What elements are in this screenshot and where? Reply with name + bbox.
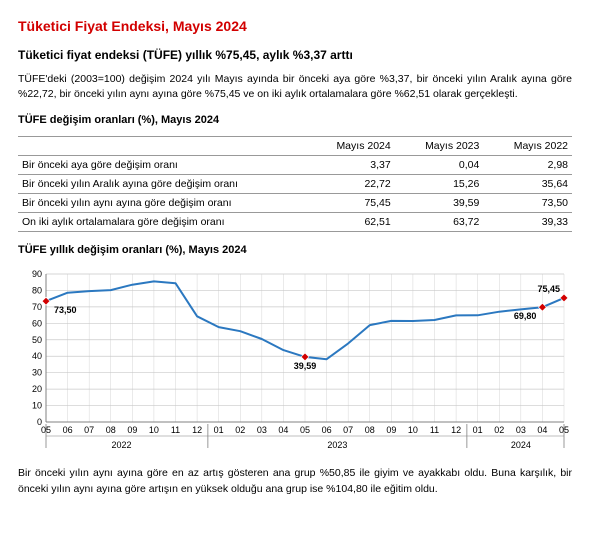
svg-text:69,80: 69,80 bbox=[514, 312, 537, 322]
subtitle: Tüketici fiyat endeksi (TÜFE) yıllık %75… bbox=[18, 48, 572, 62]
cell-value: 39,59 bbox=[395, 194, 484, 213]
svg-text:75,45: 75,45 bbox=[537, 284, 560, 294]
cell-value: 62,51 bbox=[306, 213, 395, 232]
svg-text:10: 10 bbox=[32, 401, 42, 411]
main-title: Tüketici Fiyat Endeksi, Mayıs 2024 bbox=[18, 18, 572, 34]
cell-value: 3,37 bbox=[306, 156, 395, 175]
svg-text:03: 03 bbox=[257, 425, 267, 435]
table-row: Bir önceki yılın Aralık ayına göre değiş… bbox=[18, 175, 572, 194]
svg-text:60: 60 bbox=[32, 319, 42, 329]
svg-text:09: 09 bbox=[127, 425, 137, 435]
col-period: Mayıs 2022 bbox=[483, 137, 572, 156]
svg-text:70: 70 bbox=[32, 302, 42, 312]
table-body: Bir önceki aya göre değişim oranı3,370,0… bbox=[18, 156, 572, 232]
svg-text:01: 01 bbox=[473, 425, 483, 435]
table-row: On iki aylık ortalamalara göre değişim o… bbox=[18, 213, 572, 232]
svg-text:04: 04 bbox=[278, 425, 288, 435]
cell-value: 39,33 bbox=[483, 213, 572, 232]
table-title: TÜFE değişim oranları (%), Mayıs 2024 bbox=[18, 114, 572, 126]
svg-text:04: 04 bbox=[537, 425, 547, 435]
page: Tüketici Fiyat Endeksi, Mayıs 2024 Tüket… bbox=[0, 0, 590, 527]
cell-value: 73,50 bbox=[483, 194, 572, 213]
svg-text:11: 11 bbox=[430, 425, 439, 435]
cell-value: 0,04 bbox=[395, 156, 484, 175]
intro-paragraph: TÜFE'deki (2003=100) değişim 2024 yılı M… bbox=[18, 72, 572, 102]
col-period: Mayıs 2023 bbox=[395, 137, 484, 156]
svg-text:08: 08 bbox=[365, 425, 375, 435]
svg-text:10: 10 bbox=[408, 425, 418, 435]
rates-table: Mayıs 2024Mayıs 2023Mayıs 2022 Bir öncek… bbox=[18, 136, 572, 232]
svg-text:01: 01 bbox=[214, 425, 224, 435]
col-label bbox=[18, 137, 306, 156]
cell-value: 22,72 bbox=[306, 175, 395, 194]
table-header-row: Mayıs 2024Mayıs 2023Mayıs 2022 bbox=[18, 137, 572, 156]
svg-text:03: 03 bbox=[516, 425, 526, 435]
svg-text:12: 12 bbox=[192, 425, 202, 435]
svg-text:07: 07 bbox=[84, 425, 94, 435]
svg-text:07: 07 bbox=[343, 425, 353, 435]
svg-text:02: 02 bbox=[494, 425, 504, 435]
cell-value: 2,98 bbox=[483, 156, 572, 175]
row-label: Bir önceki aya göre değişim oranı bbox=[18, 156, 306, 175]
svg-text:05: 05 bbox=[300, 425, 310, 435]
svg-text:30: 30 bbox=[32, 368, 42, 378]
svg-text:2024: 2024 bbox=[511, 440, 531, 450]
svg-text:10: 10 bbox=[149, 425, 159, 435]
row-label: On iki aylık ortalamalara göre değişim o… bbox=[18, 213, 306, 232]
cell-value: 63,72 bbox=[395, 213, 484, 232]
cell-value: 15,26 bbox=[395, 175, 484, 194]
svg-text:02: 02 bbox=[235, 425, 245, 435]
svg-text:50: 50 bbox=[32, 335, 42, 345]
svg-text:20: 20 bbox=[32, 385, 42, 395]
svg-text:73,50: 73,50 bbox=[54, 306, 77, 316]
cell-value: 75,45 bbox=[306, 194, 395, 213]
svg-text:09: 09 bbox=[386, 425, 396, 435]
svg-text:06: 06 bbox=[63, 425, 73, 435]
row-label: Bir önceki yılın aynı ayına göre değişim… bbox=[18, 194, 306, 213]
svg-text:08: 08 bbox=[106, 425, 116, 435]
svg-text:90: 90 bbox=[32, 269, 42, 279]
chart-title: TÜFE yıllık değişim oranları (%), Mayıs … bbox=[18, 244, 572, 256]
svg-text:2022: 2022 bbox=[112, 440, 132, 450]
svg-text:40: 40 bbox=[32, 352, 42, 362]
col-period: Mayıs 2024 bbox=[306, 137, 395, 156]
svg-text:80: 80 bbox=[32, 286, 42, 296]
svg-text:2023: 2023 bbox=[327, 440, 347, 450]
svg-text:39,59: 39,59 bbox=[294, 361, 317, 371]
footer-paragraph: Bir önceki yılın aynı ayına göre en az a… bbox=[18, 466, 572, 496]
chart-svg: 0102030405060708090050607080910111201020… bbox=[18, 266, 572, 456]
table-row: Bir önceki aya göre değişim oranı3,370,0… bbox=[18, 156, 572, 175]
table-row: Bir önceki yılın aynı ayına göre değişim… bbox=[18, 194, 572, 213]
cell-value: 35,64 bbox=[483, 175, 572, 194]
row-label: Bir önceki yılın Aralık ayına göre değiş… bbox=[18, 175, 306, 194]
svg-text:12: 12 bbox=[451, 425, 461, 435]
svg-text:11: 11 bbox=[171, 425, 180, 435]
line-chart: 0102030405060708090050607080910111201020… bbox=[18, 266, 572, 456]
svg-text:06: 06 bbox=[322, 425, 332, 435]
